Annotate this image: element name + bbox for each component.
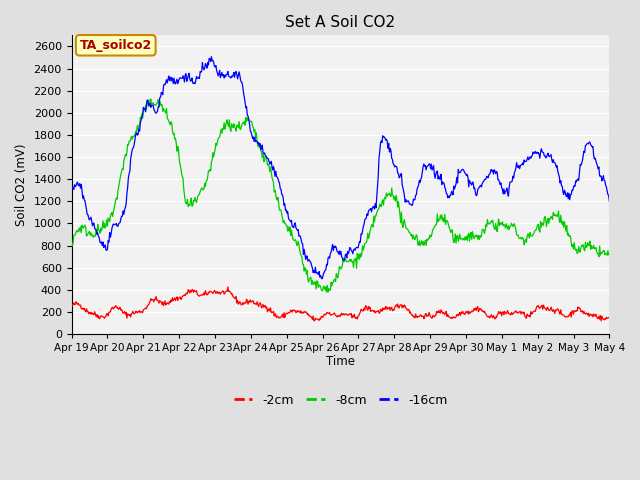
- Legend: -2cm, -8cm, -16cm: -2cm, -8cm, -16cm: [228, 389, 452, 411]
- X-axis label: Time: Time: [326, 355, 355, 368]
- Text: TA_soilco2: TA_soilco2: [79, 39, 152, 52]
- Y-axis label: Soil CO2 (mV): Soil CO2 (mV): [15, 144, 28, 226]
- Title: Set A Soil CO2: Set A Soil CO2: [285, 15, 396, 30]
